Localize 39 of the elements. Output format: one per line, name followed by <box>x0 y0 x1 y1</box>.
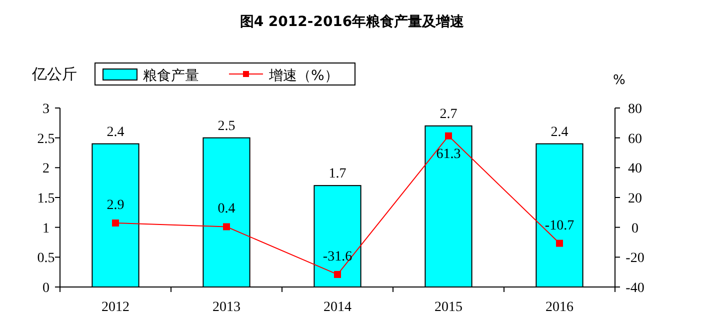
y-tick-label: 2.5 <box>37 132 55 147</box>
x-tick-label: 2013 <box>212 300 240 315</box>
y2-tick-label: 40 <box>628 162 642 177</box>
data-label: 0.4 <box>218 202 236 217</box>
y-axis-title: 亿公斤 <box>31 65 77 83</box>
data-label: 1.7 <box>328 166 346 182</box>
x-tick-label: 2012 <box>102 300 130 315</box>
point <box>112 220 119 227</box>
data-label: 2.4 <box>550 124 568 140</box>
legend-label: 增速（%） <box>268 68 338 84</box>
x-tick-label: 2015 <box>434 300 462 315</box>
x-tick-label: 2014 <box>324 300 352 315</box>
y2-tick-label: 0 <box>632 221 638 236</box>
y2-tick-label: 60 <box>628 132 642 147</box>
y2-tick-label: 80 <box>628 102 642 117</box>
point <box>223 223 230 230</box>
point <box>556 240 563 247</box>
y-tick-label: 2 <box>42 162 50 177</box>
y-tick-label: 3 <box>42 102 50 117</box>
data-label: 61.3 <box>436 146 461 162</box>
x-tick-label: 2016 <box>546 300 574 315</box>
data-label: -31.6 <box>322 249 352 264</box>
data-label: 2.9 <box>106 198 124 214</box>
y-tick-label: 0 <box>42 281 50 296</box>
y-tick-label: 0.5 <box>37 251 55 266</box>
data-label: -10.7 <box>544 218 574 234</box>
data-label: 2.7 <box>440 106 458 122</box>
y2-axis-title: % <box>613 73 626 88</box>
y-tick-label: 1 <box>42 221 50 236</box>
chart-title: 图4 2012-2016年粮食产量及增速 <box>240 13 466 30</box>
y2-tick-label: -20 <box>626 251 644 266</box>
y2-tick-label: -40 <box>626 281 644 296</box>
point <box>334 270 341 278</box>
point <box>445 132 452 140</box>
legend-label: 粮食产量 <box>143 68 199 84</box>
data-label: 2.5 <box>218 118 236 134</box>
y2-tick-label: 20 <box>628 192 642 206</box>
y-tick-label: 1.5 <box>37 192 55 206</box>
data-label: 2.4 <box>106 124 124 140</box>
